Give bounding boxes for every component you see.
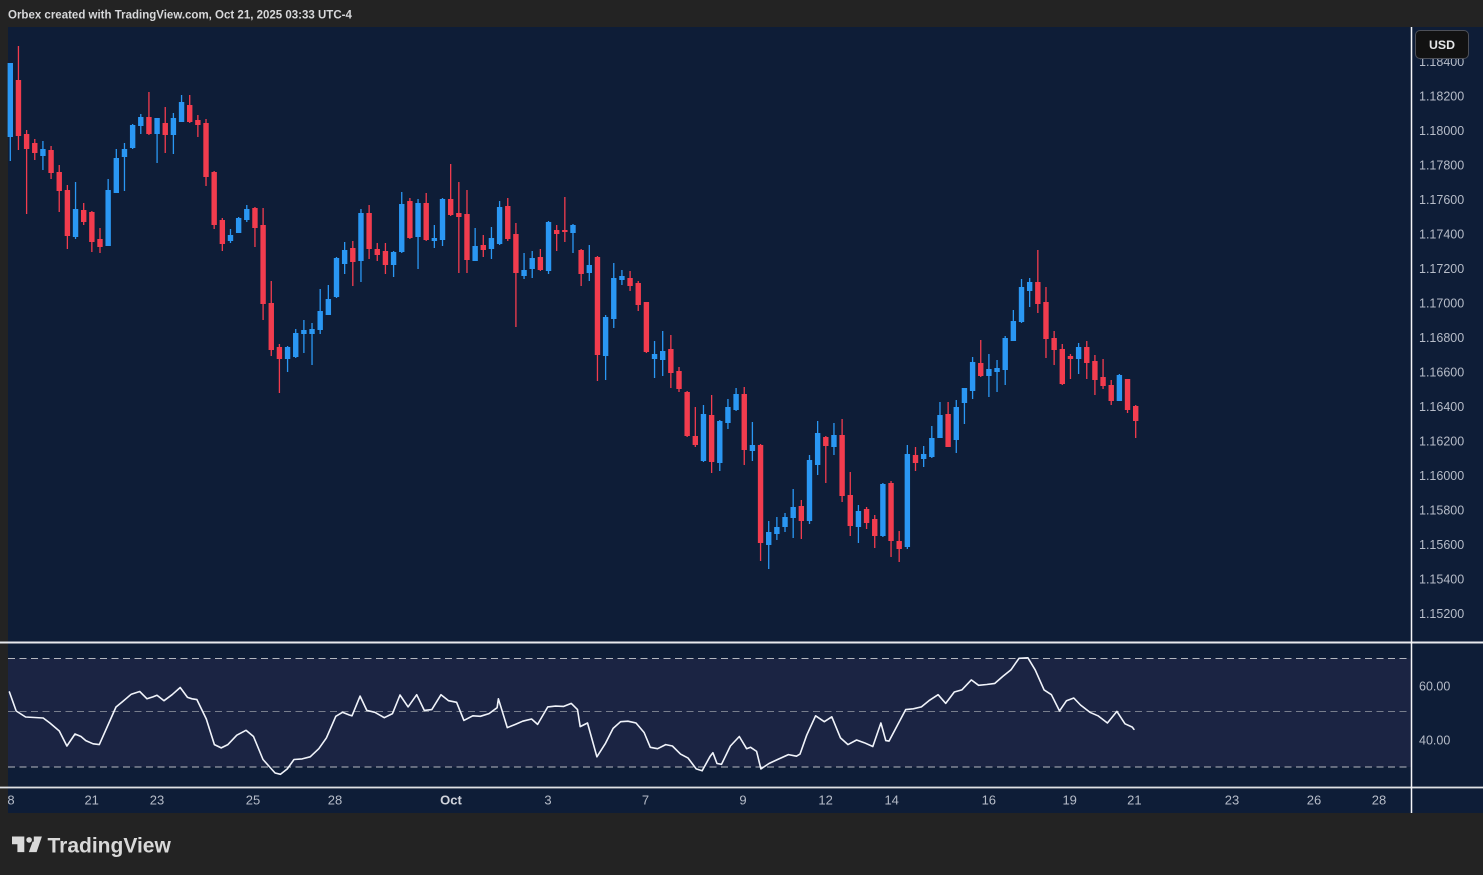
svg-text:1.16800: 1.16800 [1419,331,1464,345]
svg-text:23: 23 [1225,793,1239,808]
svg-text:1.17600: 1.17600 [1419,193,1464,207]
svg-text:1.17200: 1.17200 [1419,262,1464,276]
svg-text:14: 14 [884,793,898,808]
svg-text:12: 12 [818,793,832,808]
svg-text:1.15400: 1.15400 [1419,572,1464,586]
svg-text:3: 3 [544,793,551,808]
svg-text:26: 26 [1307,793,1321,808]
svg-text:1.15800: 1.15800 [1419,503,1464,517]
svg-text:28: 28 [1372,793,1386,808]
svg-text:1.16000: 1.16000 [1419,469,1464,483]
svg-text:1.16200: 1.16200 [1419,434,1464,448]
svg-text:Orbex created with TradingView: Orbex created with TradingView.com, Oct … [8,10,352,22]
svg-text:19: 19 [1062,793,1076,808]
svg-text:7: 7 [642,793,649,808]
svg-text:25: 25 [246,793,260,808]
svg-text:Oct: Oct [440,793,462,808]
svg-text:1.17800: 1.17800 [1419,159,1464,173]
svg-text:21: 21 [84,793,98,808]
svg-text:1.18200: 1.18200 [1419,90,1464,104]
svg-text:23: 23 [150,793,164,808]
svg-text:16: 16 [982,793,996,808]
svg-text:1.15600: 1.15600 [1419,538,1464,552]
svg-text:1.18000: 1.18000 [1419,124,1464,138]
svg-text:8: 8 [7,793,14,808]
svg-text:USD: USD [1429,38,1455,52]
svg-text:28: 28 [328,793,342,808]
svg-text:1.17400: 1.17400 [1419,228,1464,242]
svg-text:TradingView: TradingView [48,834,172,857]
svg-text:1.15200: 1.15200 [1419,607,1464,621]
svg-text:9: 9 [739,793,746,808]
svg-text:60.00: 60.00 [1419,679,1450,693]
svg-text:1.17000: 1.17000 [1419,296,1464,310]
svg-text:1.16600: 1.16600 [1419,365,1464,379]
svg-text:21: 21 [1127,793,1141,808]
svg-text:40.00: 40.00 [1419,733,1450,747]
svg-text:1.16400: 1.16400 [1419,400,1464,414]
